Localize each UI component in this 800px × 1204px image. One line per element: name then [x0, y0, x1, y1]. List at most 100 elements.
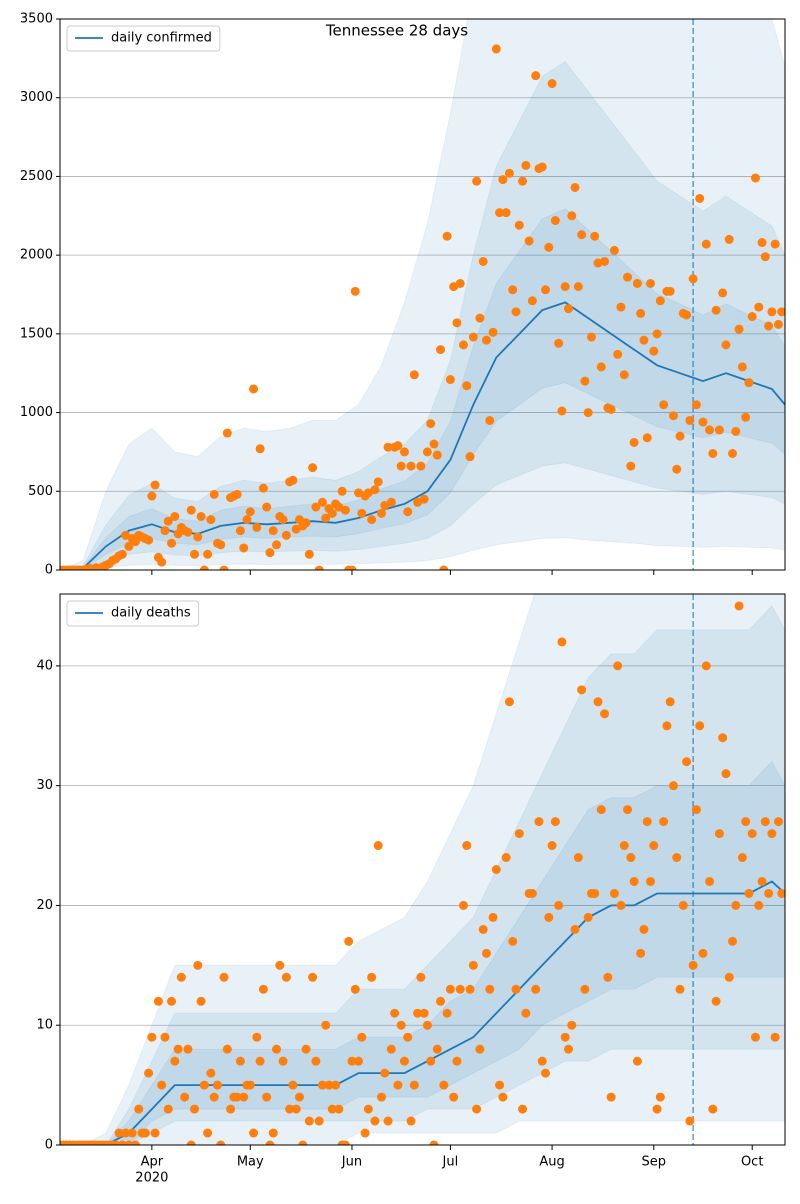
observed-point — [255, 444, 265, 454]
observed-point — [311, 1056, 321, 1066]
observed-point — [344, 936, 354, 946]
observed-point — [190, 549, 200, 559]
observed-point — [226, 1104, 236, 1114]
observed-point — [268, 1128, 278, 1138]
observed-point — [399, 1056, 409, 1066]
observed-point — [550, 216, 560, 226]
observed-point — [541, 285, 551, 295]
observed-point — [468, 332, 478, 342]
observed-point — [396, 461, 406, 471]
observed-point — [731, 900, 741, 910]
observed-point — [586, 332, 596, 342]
observed-point — [593, 697, 603, 707]
interval-band — [60, 19, 785, 570]
observed-point — [754, 302, 764, 312]
observed-point — [350, 984, 360, 994]
observed-point — [363, 1104, 373, 1114]
observed-point — [445, 375, 455, 385]
observed-point — [150, 1128, 160, 1138]
observed-point — [665, 697, 675, 707]
observed-point — [416, 972, 426, 982]
observed-point — [485, 415, 495, 425]
observed-point — [376, 1092, 386, 1102]
observed-point — [580, 376, 590, 386]
observed-point — [728, 936, 738, 946]
observed-point — [439, 565, 449, 570]
observed-point — [773, 319, 783, 329]
observed-point — [682, 757, 692, 767]
observed-point — [741, 412, 751, 422]
legend-box — [66, 600, 200, 627]
observed-point — [616, 900, 626, 910]
observed-point — [619, 841, 629, 851]
observed-point — [150, 480, 160, 490]
observed-point — [321, 513, 331, 523]
observed-point — [747, 829, 757, 839]
observed-point — [163, 516, 173, 526]
observed-point — [403, 507, 413, 517]
observed-point — [747, 312, 757, 322]
observed-point — [347, 565, 357, 570]
legend-label: daily deaths — [111, 606, 191, 621]
chart-title: Tennessee 28 days — [325, 22, 468, 40]
y-tick-label: 2500 — [20, 169, 53, 184]
observed-point — [383, 442, 393, 452]
observed-point — [350, 286, 360, 296]
observed-point — [317, 497, 327, 507]
observed-point — [659, 400, 669, 410]
observed-point — [567, 211, 577, 221]
observed-point — [114, 1128, 124, 1138]
observed-point — [357, 1032, 367, 1042]
axes-frame — [59, 18, 786, 571]
observed-point — [170, 511, 180, 521]
observed-point — [701, 661, 711, 671]
observed-point — [235, 1056, 245, 1066]
observed-point — [285, 1104, 295, 1114]
observed-point — [721, 769, 731, 779]
observed-point — [245, 507, 255, 517]
observed-point — [455, 278, 465, 288]
observed-point — [603, 972, 613, 982]
observed-point — [472, 176, 482, 186]
observed-point — [714, 425, 724, 435]
observed-point — [577, 685, 587, 695]
observed-point — [416, 461, 426, 471]
observed-point — [724, 972, 734, 982]
observed-point — [527, 296, 537, 306]
observed-point — [708, 1104, 718, 1114]
observed-point — [281, 530, 291, 540]
observed-point — [600, 256, 610, 266]
observed-point — [577, 230, 587, 240]
observed-point — [304, 1116, 314, 1126]
observed-point — [688, 274, 698, 284]
observed-point — [567, 1020, 577, 1030]
observed-point — [481, 948, 491, 958]
observed-point — [590, 231, 600, 241]
observed-point — [121, 1128, 131, 1138]
observed-point — [216, 1140, 226, 1145]
observed-point — [514, 829, 524, 839]
observed-point — [721, 340, 731, 350]
observed-point — [403, 1032, 413, 1042]
observed-point — [488, 912, 498, 922]
observed-point — [436, 345, 446, 355]
observed-point — [695, 721, 705, 731]
observed-point — [508, 285, 518, 295]
observed-point — [655, 296, 665, 306]
observed-point — [652, 1104, 662, 1114]
observed-point — [183, 1044, 193, 1054]
x-tick-label: Jul — [442, 1155, 459, 1170]
observed-point — [767, 829, 777, 839]
observed-point — [501, 208, 511, 218]
y-tick-label: 500 — [28, 484, 53, 499]
observed-point — [606, 404, 616, 414]
observed-point — [337, 486, 347, 496]
x-tick-label: Jun — [341, 1155, 362, 1170]
observed-point — [662, 721, 672, 731]
observed-point — [176, 972, 186, 982]
observed-point — [212, 1080, 222, 1090]
observed-point — [623, 805, 633, 815]
observed-point — [301, 518, 311, 528]
